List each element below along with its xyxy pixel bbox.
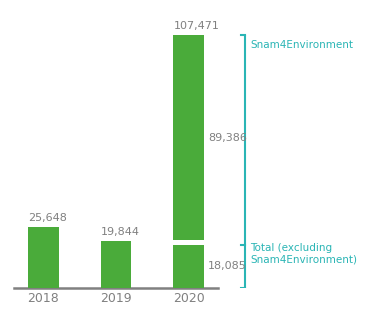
- Text: Snam4Environment: Snam4Environment: [250, 40, 353, 50]
- Bar: [174, 245, 204, 288]
- Text: 107,471: 107,471: [174, 21, 219, 31]
- Bar: [101, 241, 131, 288]
- Text: 18,085: 18,085: [208, 261, 247, 271]
- Text: 89,386: 89,386: [208, 133, 247, 143]
- Text: 25,648: 25,648: [28, 213, 67, 223]
- Bar: [174, 35, 204, 240]
- Text: Total (excluding
Snam4Environment): Total (excluding Snam4Environment): [250, 243, 357, 264]
- Bar: [174, 240, 204, 245]
- Bar: [28, 227, 58, 288]
- Text: 19,844: 19,844: [101, 227, 140, 237]
